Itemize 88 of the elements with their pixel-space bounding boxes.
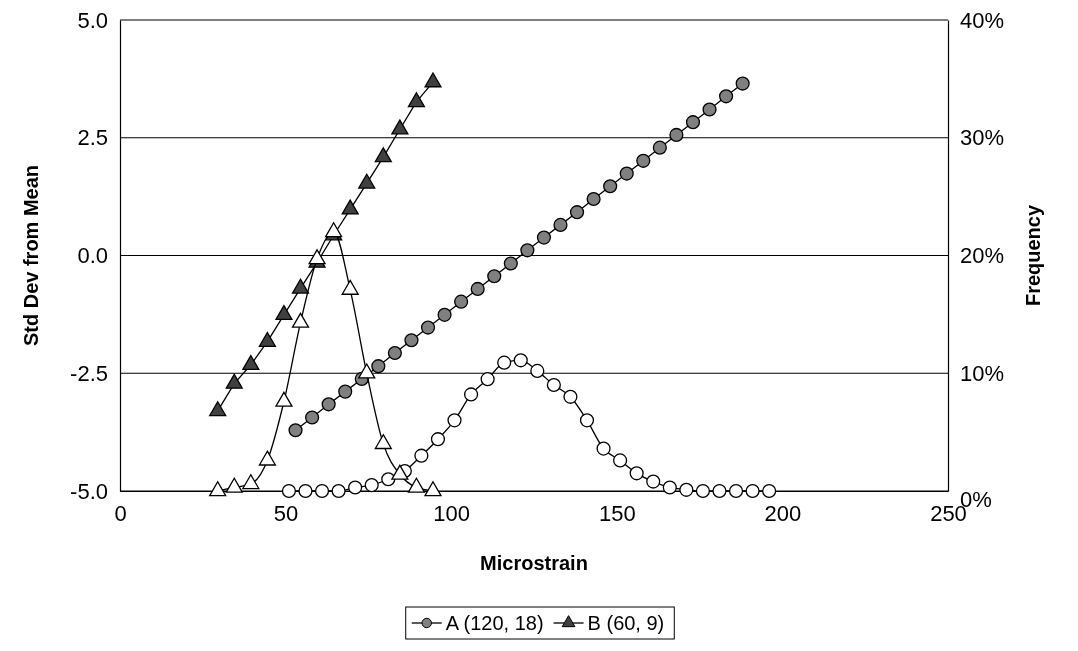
point — [563, 389, 578, 404]
point — [288, 423, 303, 438]
point — [619, 166, 634, 181]
point — [404, 333, 419, 348]
point — [646, 474, 661, 489]
point — [348, 480, 363, 495]
point — [579, 413, 595, 428]
point — [530, 363, 545, 378]
point — [420, 320, 436, 335]
point — [520, 243, 535, 258]
point — [321, 397, 336, 412]
point — [669, 127, 684, 142]
point — [281, 483, 296, 499]
y2-tick-label: 20% — [960, 243, 1005, 269]
point — [387, 345, 402, 361]
point — [596, 441, 611, 456]
point — [745, 483, 760, 499]
y-tick-label: -2.5 — [70, 360, 108, 386]
legend-label: A (120, 18) — [445, 612, 544, 634]
point — [374, 147, 392, 163]
x-tick-label: 50 — [273, 500, 299, 526]
point — [712, 483, 727, 499]
y-axis-title: Std Dev from Mean — [20, 164, 42, 347]
x-tick-label: 100 — [433, 500, 471, 526]
y-tick-label: -5.0 — [70, 478, 108, 504]
point — [553, 217, 568, 232]
point — [480, 372, 495, 387]
point — [470, 281, 485, 297]
point — [407, 92, 426, 108]
point — [364, 478, 379, 493]
point — [652, 140, 667, 155]
point — [695, 483, 710, 499]
point — [374, 434, 392, 450]
y2-axis-title: Frequency — [1022, 204, 1044, 307]
point — [679, 482, 694, 497]
y-tick-label: 0.0 — [77, 243, 108, 269]
point — [728, 483, 744, 499]
point — [603, 179, 618, 194]
point — [437, 307, 452, 322]
point — [381, 472, 396, 487]
y-tick-label: 5.0 — [77, 7, 108, 33]
point — [497, 355, 512, 370]
point — [685, 115, 701, 130]
x-tick-label: 150 — [598, 500, 636, 526]
point — [298, 483, 313, 499]
point — [546, 377, 561, 393]
point — [209, 401, 227, 417]
y2-tick-label: 10% — [960, 360, 1005, 386]
point — [424, 72, 442, 88]
point — [735, 76, 750, 91]
point — [358, 363, 376, 379]
point — [536, 230, 552, 245]
point — [702, 102, 717, 117]
point — [358, 173, 376, 189]
point — [391, 119, 409, 135]
point — [613, 453, 628, 468]
x-tick-label: 200 — [764, 500, 802, 526]
point — [719, 89, 734, 104]
point — [586, 191, 601, 207]
point — [291, 312, 310, 328]
point — [242, 474, 260, 490]
point — [569, 205, 585, 220]
point — [463, 387, 479, 402]
point — [341, 279, 359, 295]
y2-tick-label: 30% — [960, 125, 1005, 151]
point — [430, 432, 446, 447]
point — [503, 256, 518, 271]
y-tick-label: 2.5 — [77, 125, 108, 151]
point — [305, 410, 320, 425]
point — [341, 199, 359, 215]
point — [636, 153, 651, 168]
point — [447, 413, 462, 428]
point — [414, 448, 429, 463]
point — [314, 483, 330, 499]
point — [513, 353, 528, 368]
y2-tick-label: 40% — [960, 7, 1005, 33]
point — [629, 466, 644, 481]
point — [662, 480, 677, 495]
point — [331, 483, 346, 499]
x-tick-label: 0 — [114, 500, 127, 526]
x-axis-title: Microstrain — [480, 552, 588, 574]
point — [487, 269, 502, 284]
point — [762, 483, 777, 499]
point — [275, 391, 293, 407]
point — [454, 294, 469, 309]
point — [371, 359, 386, 374]
point — [338, 384, 353, 399]
legend-label: B (60, 9) — [587, 612, 665, 634]
